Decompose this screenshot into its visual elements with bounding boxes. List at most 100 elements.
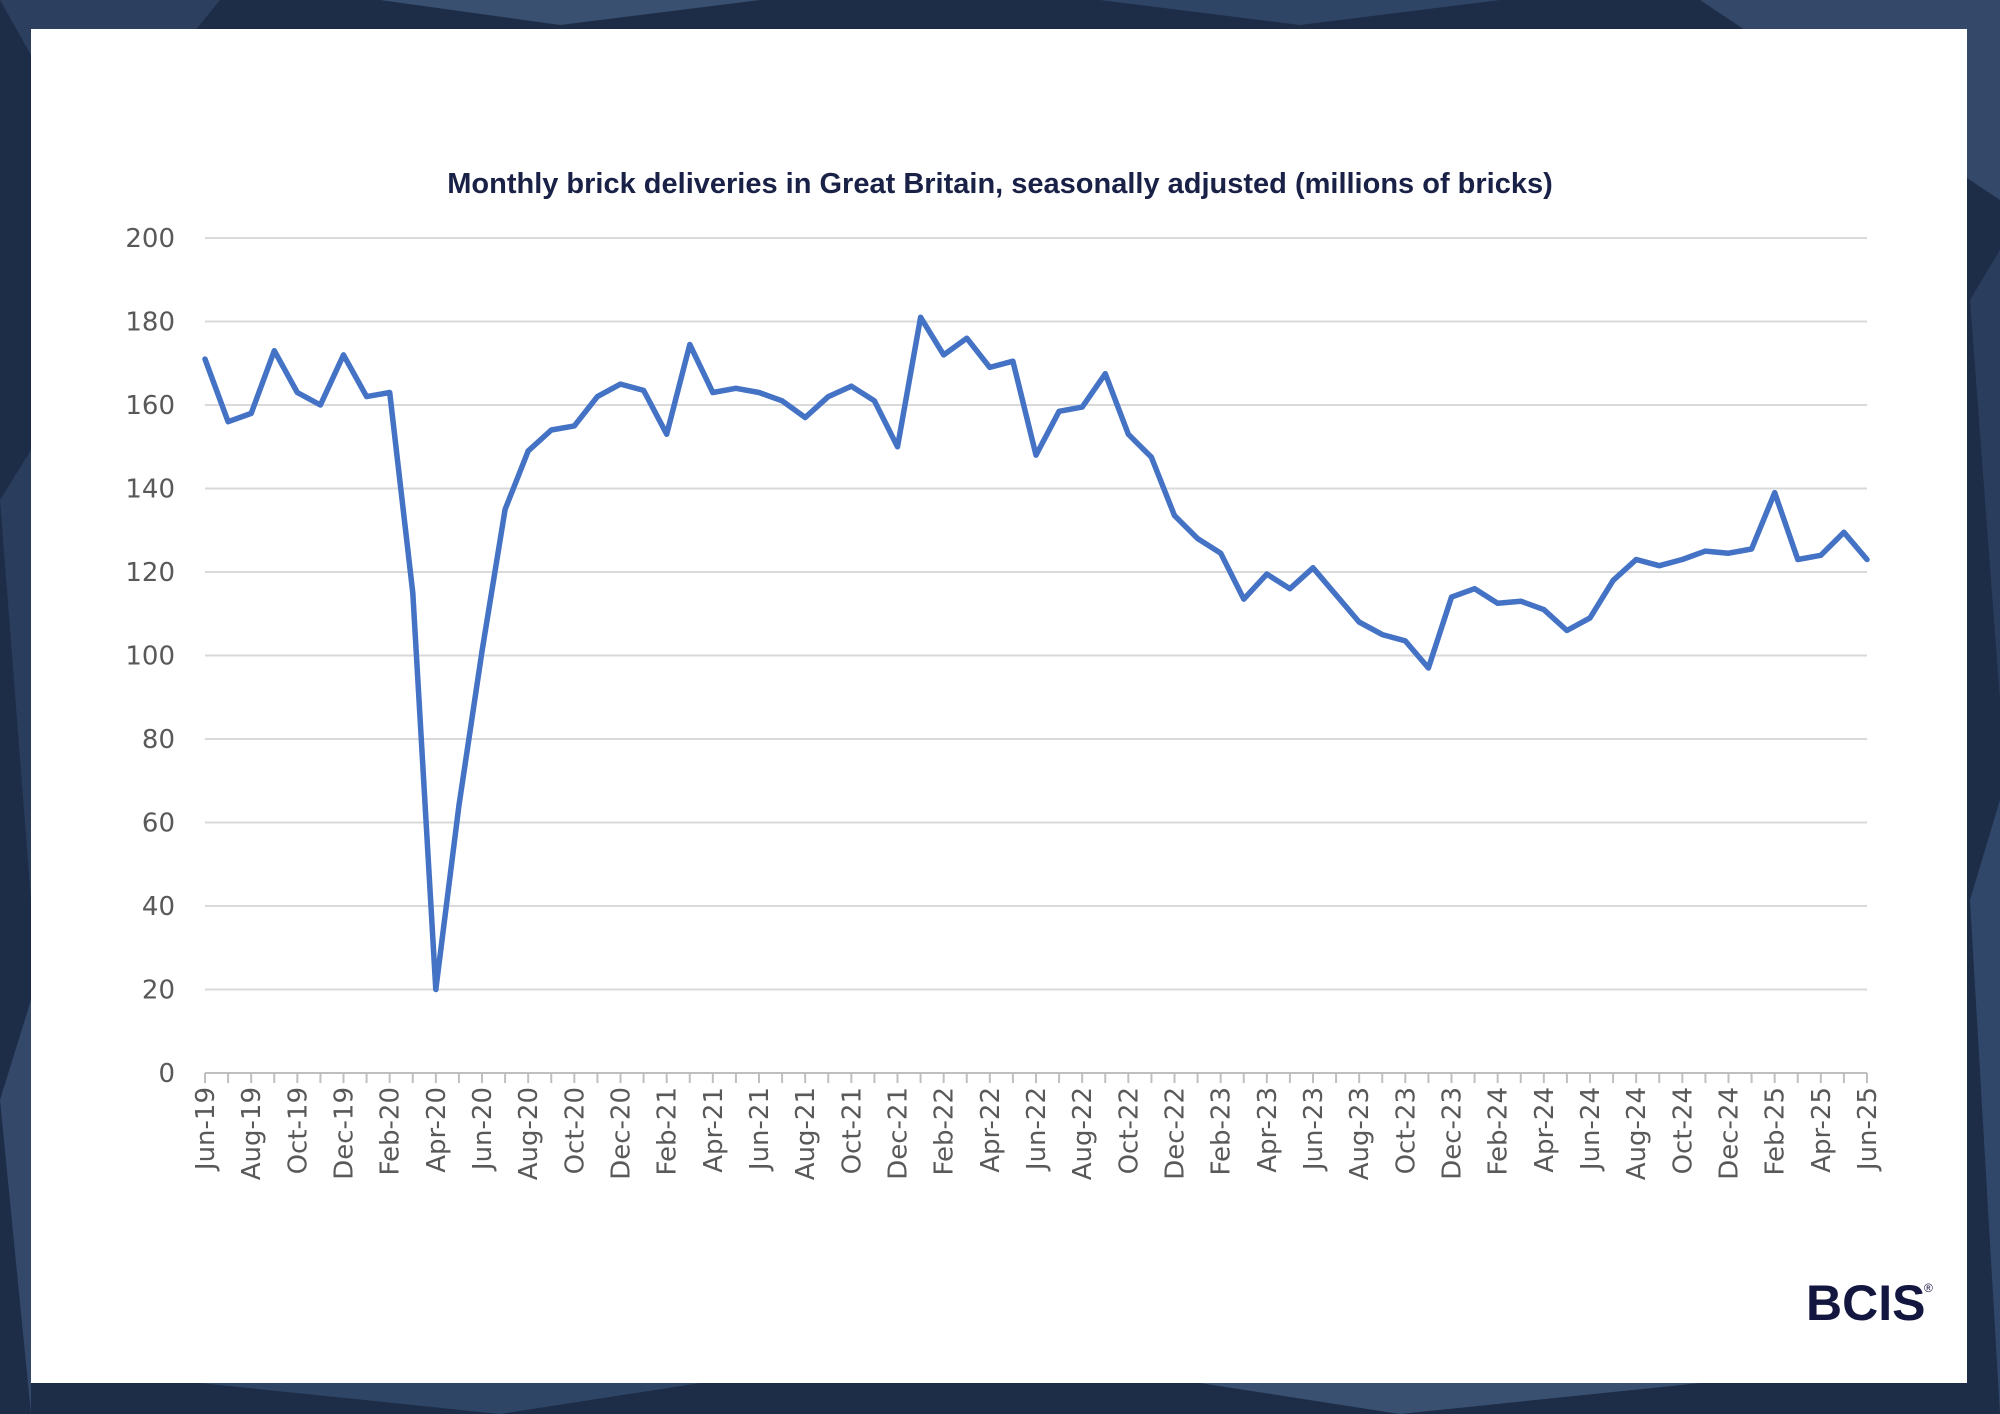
data-point — [248, 410, 254, 416]
data-point — [964, 335, 970, 341]
x-tick-label: Aug-20 — [514, 1087, 544, 1180]
data-point — [1679, 556, 1685, 562]
data-point — [1195, 536, 1201, 542]
data-point — [456, 803, 462, 809]
y-axis-ticks: 0 20 40 60 80 100 120 140 160 180 200 — [125, 224, 175, 1089]
x-tick-label: Apr-25 — [1807, 1087, 1837, 1173]
x-tick-label: Aug-23 — [1345, 1087, 1375, 1180]
data-point — [479, 648, 485, 654]
x-tick-label: Feb-21 — [653, 1087, 683, 1176]
x-tick-label: Feb-24 — [1484, 1087, 1514, 1176]
data-point — [895, 444, 900, 450]
x-tick-label: Aug-19 — [237, 1087, 267, 1180]
data-point — [202, 356, 208, 362]
chart-card — [31, 29, 1967, 1383]
data-point — [294, 389, 300, 395]
data-point — [1841, 529, 1847, 535]
x-tick-label: Aug-24 — [1622, 1087, 1652, 1180]
bcis-logo: BCIS ® — [1806, 1275, 1933, 1331]
x-tick-label: Oct-24 — [1668, 1087, 1698, 1174]
data-point — [1449, 594, 1454, 600]
data-point — [1772, 490, 1778, 496]
data-point — [1541, 607, 1547, 613]
data-point — [502, 506, 508, 512]
data-point — [317, 402, 323, 408]
data-point — [802, 415, 808, 421]
y-tick-label: 140 — [125, 475, 175, 505]
data-point — [1079, 404, 1085, 410]
chart-title: Monthly brick deliveries in Great Britai… — [447, 168, 1553, 200]
data-point — [918, 314, 924, 320]
data-point — [618, 381, 623, 387]
data-point — [1218, 550, 1224, 556]
data-point — [710, 389, 716, 395]
data-point — [1610, 577, 1616, 583]
x-tick-label: Oct-20 — [560, 1087, 590, 1174]
x-tick-label: Feb-23 — [1207, 1087, 1237, 1176]
x-tick-label: Oct-21 — [837, 1087, 867, 1174]
data-point — [271, 348, 277, 354]
x-tick-label: Apr-23 — [1253, 1087, 1283, 1173]
data-point — [1726, 550, 1731, 556]
x-tick-label: Jun-24 — [1576, 1087, 1606, 1172]
data-point — [364, 394, 370, 400]
data-point — [525, 448, 531, 454]
x-tick-label: Jun-25 — [1853, 1087, 1883, 1172]
data-point — [1749, 546, 1755, 552]
y-tick-label: 20 — [142, 976, 175, 1006]
x-tick-label: Oct-22 — [1114, 1087, 1144, 1174]
data-point — [225, 419, 231, 425]
data-point — [1287, 586, 1293, 592]
x-tick-label: Apr-20 — [422, 1087, 452, 1173]
data-point — [1056, 408, 1062, 414]
x-tick-label: Jun-20 — [468, 1087, 498, 1172]
y-tick-label: 80 — [142, 725, 175, 755]
data-point — [1379, 632, 1385, 638]
data-point — [1864, 556, 1870, 562]
data-point — [1125, 431, 1131, 437]
data-point — [941, 352, 947, 358]
data-point — [1102, 371, 1108, 377]
y-tick-label: 0 — [158, 1059, 175, 1089]
data-point — [1310, 565, 1316, 571]
data-point — [664, 431, 670, 437]
y-tick-label: 60 — [142, 809, 175, 839]
x-tick-label: Apr-22 — [976, 1087, 1006, 1173]
data-point — [594, 394, 600, 400]
data-point — [1795, 556, 1801, 562]
x-tick-label: Apr-21 — [699, 1087, 729, 1173]
data-point — [571, 423, 577, 429]
data-point — [825, 394, 831, 400]
data-point — [733, 385, 739, 391]
data-point — [341, 352, 346, 358]
data-point — [1818, 552, 1824, 558]
x-tick-label: Jun-21 — [745, 1087, 775, 1172]
data-point — [1148, 454, 1154, 460]
data-point — [871, 398, 877, 404]
x-tick-label: Aug-22 — [1068, 1087, 1098, 1180]
data-point — [387, 389, 393, 395]
data-point — [1425, 665, 1431, 671]
data-point — [1564, 627, 1570, 633]
data-point — [1333, 592, 1339, 598]
data-point — [779, 398, 785, 404]
x-tick-label: Feb-20 — [376, 1087, 406, 1176]
x-tick-label: Oct-23 — [1391, 1087, 1421, 1174]
data-point — [410, 590, 416, 596]
data-point — [1264, 571, 1270, 577]
y-tick-label: 40 — [142, 892, 175, 922]
data-point — [433, 987, 439, 992]
data-point — [1633, 556, 1639, 562]
x-tick-label: Dec-24 — [1715, 1087, 1745, 1180]
data-point — [1402, 638, 1408, 644]
series-group — [202, 314, 1870, 993]
y-tick-label: 100 — [125, 642, 175, 672]
x-tick-label: Feb-22 — [930, 1087, 960, 1176]
x-tick-label: Dec-22 — [1161, 1087, 1191, 1180]
x-tick-label: Dec-19 — [330, 1087, 360, 1180]
data-point — [1702, 548, 1708, 554]
x-tick-label: Aug-21 — [791, 1087, 821, 1180]
y-tick-label: 160 — [125, 391, 175, 421]
x-tick-label: Feb-25 — [1761, 1087, 1791, 1176]
